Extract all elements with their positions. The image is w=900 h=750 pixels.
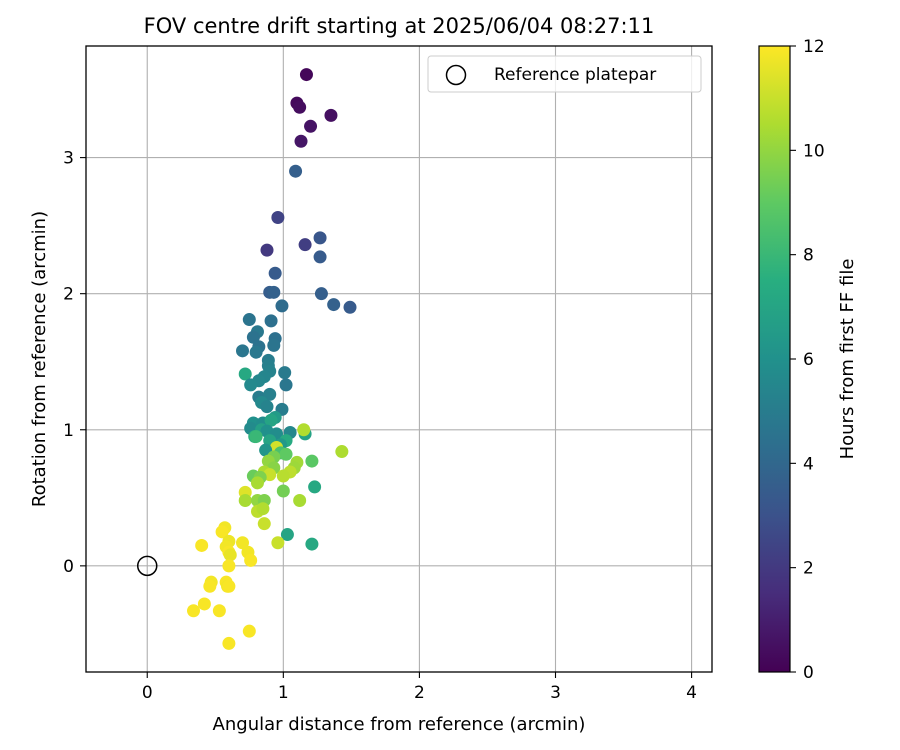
data-point xyxy=(275,299,289,313)
data-point xyxy=(327,298,341,312)
x-tick-label: 0 xyxy=(142,683,153,703)
data-point xyxy=(297,423,311,437)
data-point xyxy=(249,345,263,359)
colorbar-tick-label: 4 xyxy=(803,454,814,474)
data-point xyxy=(268,266,282,280)
data-point xyxy=(276,469,290,483)
plot-frame xyxy=(85,45,713,673)
data-point xyxy=(294,134,308,148)
data-point xyxy=(313,231,327,245)
chart-title: FOV centre drift starting at 2025/06/04 … xyxy=(144,14,655,38)
data-point xyxy=(293,100,307,114)
y-tick-label: 1 xyxy=(63,421,74,441)
data-point xyxy=(260,400,274,414)
x-axis-label: Angular distance from reference (arcmin) xyxy=(213,714,586,735)
data-point xyxy=(236,344,249,358)
x-tick-label: 4 xyxy=(686,683,697,703)
colorbar-tick-label: 2 xyxy=(803,559,814,579)
reference-point-marker xyxy=(136,555,158,577)
points-layer xyxy=(187,68,357,650)
data-point xyxy=(238,494,252,508)
legend: Reference platepar xyxy=(427,55,702,93)
grid xyxy=(86,46,712,672)
data-point xyxy=(314,287,328,301)
data-point xyxy=(289,164,303,178)
data-point xyxy=(305,454,319,468)
x-tick-label: 2 xyxy=(414,683,425,703)
colorbar-tick-label: 12 xyxy=(803,37,825,57)
colorbar-gradient xyxy=(758,45,791,673)
y-tick-label: 0 xyxy=(63,557,74,577)
data-point xyxy=(256,502,270,516)
data-point xyxy=(215,525,229,539)
colorbar-tick-label: 6 xyxy=(803,350,814,370)
data-point xyxy=(242,313,256,327)
data-point xyxy=(279,447,293,461)
data-point xyxy=(264,314,278,328)
data-point xyxy=(278,366,292,380)
x-tick-label: 1 xyxy=(278,683,289,703)
colorbar-tick-label: 10 xyxy=(803,141,825,161)
y-tick-label: 2 xyxy=(63,285,74,305)
data-point xyxy=(313,250,327,264)
data-point xyxy=(280,528,294,542)
y-ticks: 0 1 2 3 xyxy=(63,149,86,577)
data-point xyxy=(195,538,209,552)
colorbar-tick-label: 8 xyxy=(803,246,814,266)
data-point xyxy=(343,300,357,314)
data-point xyxy=(299,68,313,82)
data-point xyxy=(212,604,226,618)
data-point xyxy=(264,413,278,427)
data-point xyxy=(271,210,285,224)
data-point xyxy=(293,494,307,508)
data-point xyxy=(298,238,312,252)
x-ticks: 0 1 2 3 4 xyxy=(142,672,697,703)
data-point xyxy=(257,517,271,531)
data-point xyxy=(267,338,281,352)
legend-marker-icon xyxy=(445,64,467,86)
data-point xyxy=(246,330,260,344)
data-point xyxy=(223,548,237,562)
y-tick-label: 3 xyxy=(63,149,74,169)
data-point xyxy=(276,484,290,498)
colorbar-label: Hours from first FF file xyxy=(837,259,858,460)
data-point xyxy=(244,378,258,392)
legend-box xyxy=(427,55,702,93)
data-point xyxy=(203,579,217,593)
data-point xyxy=(271,536,285,550)
data-point xyxy=(305,537,319,551)
data-point xyxy=(222,636,236,650)
legend-label: Reference platepar xyxy=(494,65,656,85)
data-point xyxy=(197,597,211,611)
colorbar-tick-label: 0 xyxy=(803,663,814,683)
data-point xyxy=(335,445,349,459)
colorbar-ticks: 0 2 4 6 8 10 12 xyxy=(790,37,825,683)
data-point xyxy=(279,378,293,392)
data-point xyxy=(260,243,274,257)
data-point xyxy=(267,285,281,299)
y-axis-label: Rotation from reference (arcmin) xyxy=(29,211,50,507)
data-point xyxy=(222,579,236,593)
data-point xyxy=(308,480,322,494)
data-point xyxy=(249,430,263,444)
reference-layer xyxy=(136,555,158,577)
x-tick-label: 3 xyxy=(550,683,561,703)
data-point xyxy=(242,624,256,638)
data-point xyxy=(236,536,249,550)
data-point xyxy=(244,553,258,567)
data-point xyxy=(187,604,201,618)
data-point xyxy=(238,367,252,381)
data-point xyxy=(263,387,277,401)
data-point xyxy=(250,476,264,490)
data-point xyxy=(304,119,318,133)
data-point xyxy=(222,559,236,573)
colorbar: 0 2 4 6 8 10 12 Hours from first FF file xyxy=(758,37,858,683)
data-point xyxy=(324,108,338,122)
